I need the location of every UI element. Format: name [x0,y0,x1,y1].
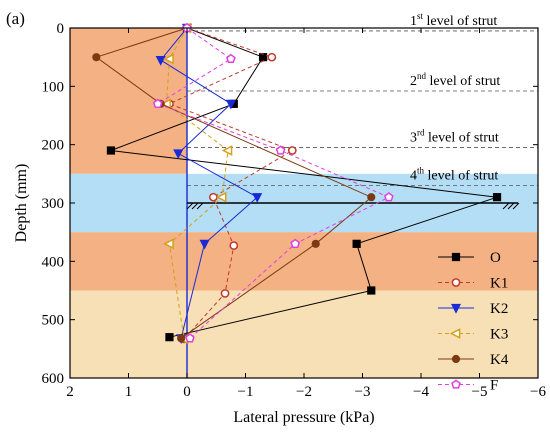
series-k2-point [252,193,263,203]
hatch-mark-left [186,202,194,210]
strut-level-label-1: 1st level of strut [410,11,497,29]
y-tick-label: 0 [57,21,65,37]
x-tick-label: 0 [183,384,191,400]
series-f-point [185,333,195,343]
series-k3-point [221,145,233,156]
series-k4-point [177,334,186,343]
y-axis-title: Depth (mm) [13,164,30,243]
series-f-point [275,145,286,155]
series-k4-point [311,239,320,248]
legend-marker-k1 [451,278,461,287]
strut-level-label-4: 4th level of strut [410,166,498,184]
x-tick-label: −6 [530,384,546,400]
series-o-line [110,27,498,338]
legend-marker-k4 [451,354,461,364]
series-o-point [367,286,376,295]
series-k3-point [215,191,227,203]
x-tick-label: 1 [125,384,133,400]
series-f-point [152,98,163,108]
hatch-mark-right [507,202,515,210]
panel-label: (a) [6,9,25,28]
x-tick-label: −1 [238,384,254,400]
legend-item-k4: K4 [438,352,509,368]
strut-level-label-3: 3rd level of strut [410,128,499,146]
series-k1-point [229,241,239,250]
legend: O K1 K2 K3 K4 F [438,250,509,394]
legend-label-k2: K2 [490,301,508,317]
legend-label-k4: K4 [490,352,509,368]
series-k1-line [168,27,294,340]
x-tick-label: 2 [66,384,74,400]
series-o-point [352,239,361,248]
legend-label-k1: K1 [490,276,508,292]
legend-label-o: O [490,250,501,266]
series-k2-point [199,239,210,250]
legend-marker-k2 [450,303,462,314]
legend-item-f: F [438,378,498,394]
y-tick-label: 400 [42,254,65,270]
hatch-mark-right [512,202,520,210]
hatch-mark-right [502,202,510,210]
hatch-mark-left [196,202,204,210]
x-tick-label: −5 [472,384,488,400]
legend-label-k3: K3 [490,327,508,343]
series-k4-point [92,53,101,62]
soil-layer-4 [70,290,538,378]
x-tick-label: −3 [355,384,371,400]
series-f-point [383,192,394,202]
y-tick-label: 600 [42,371,65,387]
y-tick-label: 500 [42,313,65,329]
y-tick-label: 300 [42,196,65,212]
series-f-point [226,53,236,64]
series-k1-point [287,146,297,155]
legend-marker-k3 [449,328,461,339]
series-k2-point [155,55,166,66]
series-k4-point [367,193,376,202]
series-k1-point [267,52,277,62]
legend-item-k2: K2 [438,301,508,317]
series-k4-line [95,27,373,339]
legend-item-o: O [438,250,501,266]
series-k1-point [208,192,218,202]
y-tick-label: 100 [42,79,65,95]
legend-marker-o [451,252,461,262]
hatch-mark-left [191,202,199,210]
series-k3-point [163,53,174,65]
legend-label-f: F [490,378,498,394]
series-f [152,22,394,343]
legend-marker-f [451,379,461,389]
soil-layer-3 [70,232,538,291]
legend-item-k3: K3 [438,327,508,343]
series-k1-point [220,289,230,298]
series-o-point [106,146,116,155]
series-k2-point [225,99,236,110]
x-tick-label: −2 [296,384,312,400]
x-axis-title: Lateral pressure (kPa) [233,409,374,426]
axes: 2 1 0 −1 −2 −3 −4 −5 −6 0 100 200 300 400 500 600 Latera… [13,21,546,426]
strut-level-label-2: 2nd level of strut [410,71,500,89]
y-tick-label: 200 [42,138,65,154]
series-f-point [290,238,301,248]
series-k3-point [163,238,174,250]
series-o-point [492,193,502,202]
series-o-point [165,333,174,342]
x-tick-label: −4 [413,384,429,400]
data-series [92,22,502,345]
series-k2-point [173,149,184,160]
legend-item-k1: K1 [438,276,508,292]
